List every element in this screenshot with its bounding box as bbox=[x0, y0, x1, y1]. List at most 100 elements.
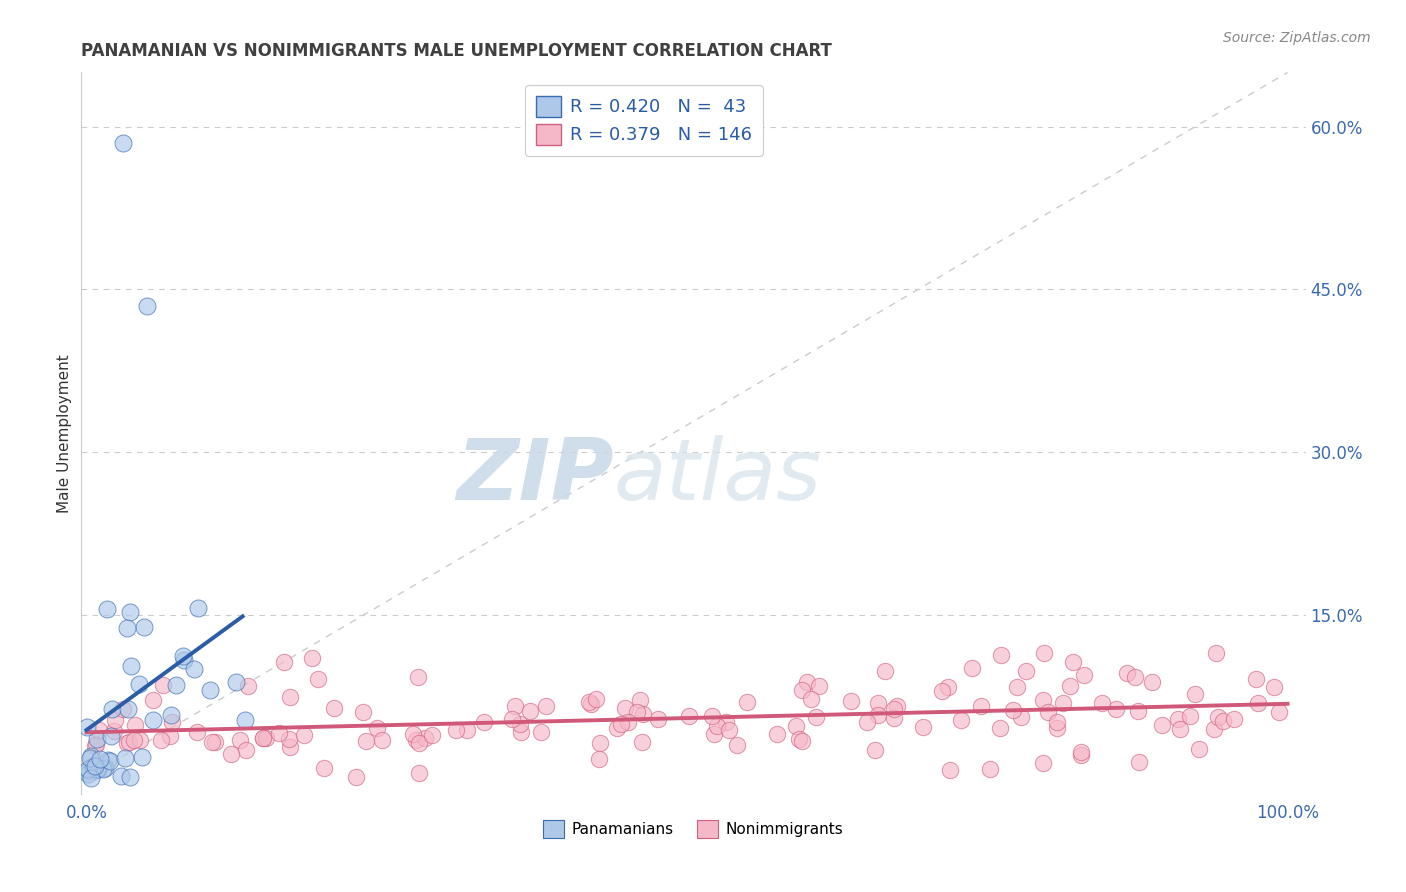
Point bbox=[718, 723, 741, 737]
Point bbox=[312, 761, 335, 775]
Point bbox=[1178, 709, 1201, 723]
Point bbox=[856, 714, 879, 729]
Point bbox=[80, 771, 103, 785]
Point bbox=[585, 692, 607, 706]
Point bbox=[366, 721, 388, 735]
Point bbox=[960, 661, 983, 675]
Point bbox=[790, 683, 813, 698]
Point bbox=[172, 648, 194, 663]
Point bbox=[114, 751, 136, 765]
Point bbox=[307, 672, 329, 686]
Point bbox=[111, 136, 134, 150]
Point bbox=[204, 734, 226, 748]
Point bbox=[630, 735, 652, 749]
Point bbox=[501, 712, 523, 726]
Point bbox=[702, 708, 724, 723]
Point bbox=[936, 680, 959, 694]
Point bbox=[589, 736, 612, 750]
Point bbox=[371, 733, 394, 747]
Point bbox=[122, 733, 145, 747]
Point bbox=[886, 699, 908, 714]
Point bbox=[408, 669, 430, 683]
Point bbox=[1223, 712, 1246, 726]
Point bbox=[128, 677, 150, 691]
Point bbox=[186, 725, 208, 739]
Point bbox=[124, 717, 146, 731]
Point bbox=[628, 693, 651, 707]
Point bbox=[82, 758, 104, 772]
Point bbox=[617, 715, 640, 730]
Point bbox=[235, 742, 257, 756]
Point bbox=[1152, 717, 1174, 731]
Point bbox=[267, 725, 290, 739]
Point bbox=[950, 714, 973, 728]
Point bbox=[344, 770, 367, 784]
Point bbox=[118, 735, 141, 749]
Point bbox=[990, 648, 1012, 662]
Text: PANAMANIAN VS NONIMMIGRANTS MALE UNEMPLOYMENT CORRELATION CHART: PANAMANIAN VS NONIMMIGRANTS MALE UNEMPLO… bbox=[80, 42, 831, 60]
Point bbox=[118, 770, 141, 784]
Point bbox=[866, 697, 889, 711]
Point bbox=[96, 602, 118, 616]
Point bbox=[1070, 746, 1092, 760]
Point bbox=[588, 752, 610, 766]
Point bbox=[931, 684, 953, 698]
Point bbox=[806, 710, 828, 724]
Point bbox=[200, 682, 222, 697]
Point bbox=[152, 678, 174, 692]
Point bbox=[883, 711, 905, 725]
Point bbox=[505, 699, 527, 714]
Point bbox=[76, 762, 98, 776]
Point bbox=[456, 723, 478, 738]
Point bbox=[402, 727, 425, 741]
Point bbox=[970, 698, 993, 713]
Point bbox=[1032, 693, 1054, 707]
Y-axis label: Male Unemployment: Male Unemployment bbox=[58, 354, 72, 513]
Point bbox=[100, 729, 122, 743]
Point bbox=[118, 606, 141, 620]
Point bbox=[1105, 702, 1128, 716]
Point bbox=[716, 715, 738, 730]
Point bbox=[254, 731, 277, 746]
Point bbox=[160, 714, 183, 729]
Point bbox=[1128, 704, 1150, 718]
Point bbox=[530, 725, 553, 739]
Point bbox=[103, 723, 125, 738]
Point bbox=[405, 732, 427, 747]
Point bbox=[89, 752, 111, 766]
Point bbox=[183, 662, 205, 676]
Point bbox=[229, 733, 252, 747]
Point bbox=[868, 707, 890, 722]
Point bbox=[703, 726, 725, 740]
Point bbox=[613, 701, 636, 715]
Point bbox=[187, 601, 209, 615]
Point bbox=[1032, 646, 1054, 660]
Point bbox=[1052, 697, 1074, 711]
Point bbox=[1010, 710, 1032, 724]
Point bbox=[1267, 705, 1289, 719]
Point bbox=[1246, 696, 1268, 710]
Point bbox=[863, 743, 886, 757]
Point bbox=[807, 679, 830, 693]
Point bbox=[534, 699, 557, 714]
Point bbox=[352, 705, 374, 719]
Point bbox=[706, 718, 728, 732]
Point bbox=[80, 748, 103, 763]
Point bbox=[626, 705, 648, 719]
Point bbox=[1204, 722, 1226, 736]
Point bbox=[277, 731, 299, 746]
Point bbox=[606, 721, 628, 735]
Point bbox=[149, 732, 172, 747]
Point bbox=[94, 761, 117, 775]
Point bbox=[408, 765, 430, 780]
Point bbox=[79, 750, 101, 764]
Point bbox=[1128, 755, 1150, 769]
Point bbox=[278, 739, 301, 754]
Point bbox=[413, 731, 436, 746]
Point bbox=[883, 702, 905, 716]
Point bbox=[117, 702, 139, 716]
Point bbox=[1123, 670, 1146, 684]
Point bbox=[323, 700, 346, 714]
Point bbox=[509, 717, 531, 731]
Point bbox=[839, 694, 862, 708]
